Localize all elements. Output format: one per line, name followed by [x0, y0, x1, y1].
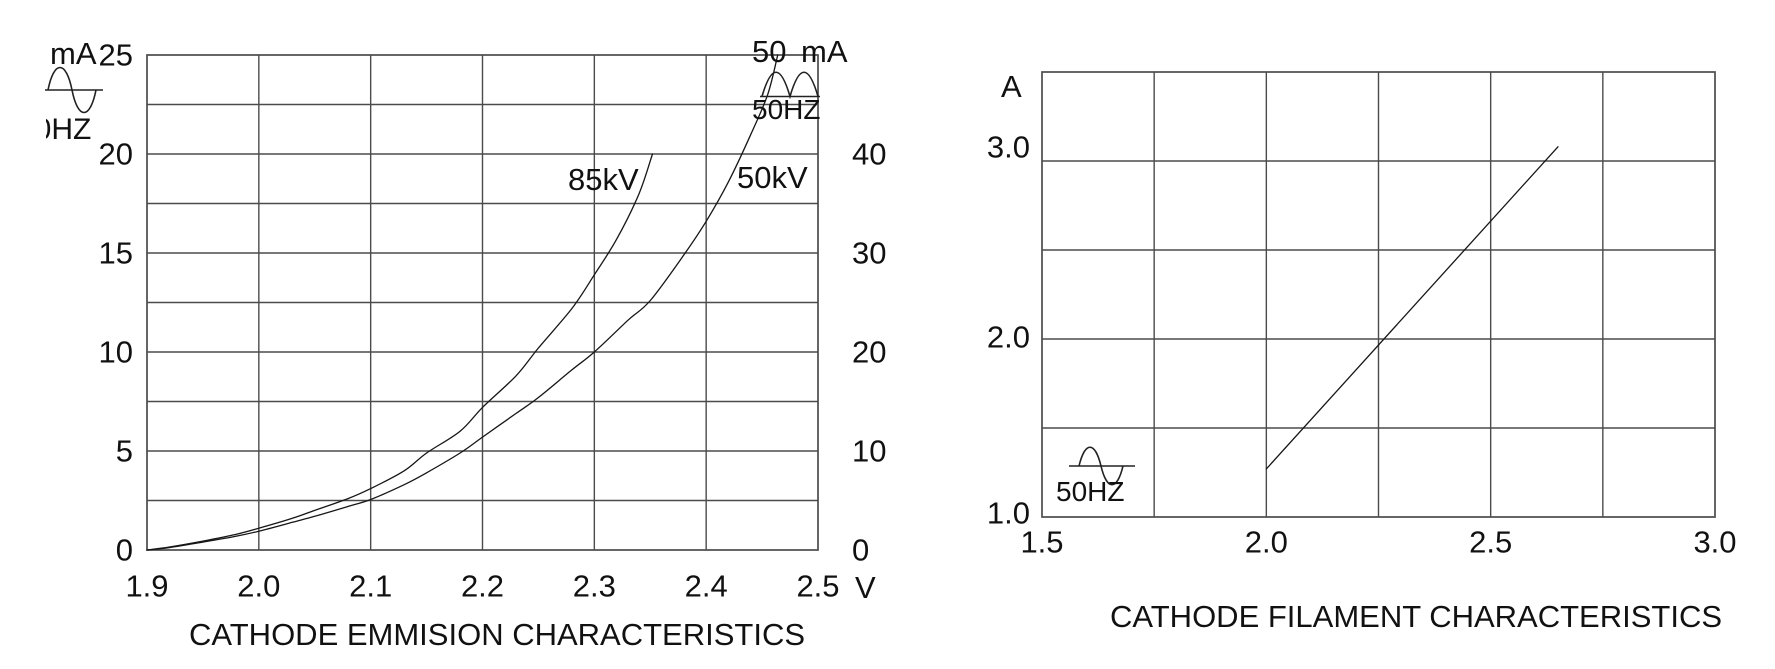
- emission-yleft-tick-25: 25: [98, 37, 133, 73]
- emission-plot-area: [146, 54, 819, 551]
- filament-y-tick-3.0: 3.0: [986, 129, 1030, 165]
- sine-wave-icon: [45, 66, 103, 114]
- curve-label-50kV: 50kV: [737, 160, 808, 195]
- emission-x-tick-2.1: 2.1: [349, 568, 393, 604]
- emission-yleft-tick-10: 10: [98, 334, 133, 370]
- emission-yright-tick-20: 20: [852, 334, 887, 370]
- filament-x-tick-3.0: 3.0: [1693, 524, 1737, 560]
- emission-left-waveform-label: 50HZ: [46, 115, 92, 145]
- filament-y-axis-unit: A: [1001, 69, 1022, 104]
- filament-x-tick-1.5: 1.5: [1020, 524, 1064, 560]
- filament-plot-area: [1041, 71, 1716, 518]
- emission-x-tick-2.0: 2.0: [237, 568, 281, 604]
- filament-x-tick-2.0: 2.0: [1244, 524, 1288, 560]
- emission-right-waveform-label: 50HZ: [752, 94, 821, 125]
- emission-right-axis-unit: mA: [801, 34, 848, 69]
- emission-yright-tick-30: 30: [852, 235, 887, 271]
- filament-chart-title: CATHODE FILAMENT CHARACTERISTICS: [1109, 599, 1723, 634]
- sine-wave-icon: [1069, 446, 1135, 486]
- curve-85kV: [146, 153, 654, 551]
- filament-y-tick-1.0: 1.0: [986, 495, 1030, 531]
- emission-chart-title: CATHODE EMMISION CHARACTERISTICS: [188, 617, 806, 652]
- emission-x-tick-2.4: 2.4: [684, 568, 728, 604]
- emission-yleft-tick-0: 0: [115, 532, 133, 568]
- curve-50kV: [146, 54, 779, 551]
- emission-left-axis-unit: mA: [50, 36, 97, 71]
- emission-x-axis-unit: V: [855, 570, 876, 605]
- emission-yleft-tick-5: 5: [115, 433, 133, 469]
- full-wave-rectified-icon: [760, 71, 820, 100]
- curve-label-85kV: 85kV: [568, 162, 639, 197]
- filament-y-tick-2.0: 2.0: [986, 319, 1030, 355]
- emission-x-tick-2.3: 2.3: [572, 568, 616, 604]
- emission-x-tick-2.2: 2.2: [460, 568, 505, 604]
- filament-x-tick-2.5: 2.5: [1469, 524, 1513, 560]
- emission-right-axis-max-value: 50: [752, 34, 787, 69]
- filament-waveform-label: 50HZ: [1056, 476, 1125, 507]
- emission-x-tick-2.5: 2.5: [796, 568, 840, 604]
- emission-x-tick-1.9: 1.9: [125, 568, 169, 604]
- curve-filament-current: [1265, 146, 1559, 470]
- emission-yleft-tick-15: 15: [98, 235, 133, 271]
- emission-yleft-tick-20: 20: [98, 136, 133, 172]
- emission-yright-tick-40: 40: [852, 136, 887, 172]
- emission-yright-tick-0: 0: [852, 532, 870, 568]
- emission-yright-tick-10: 10: [852, 433, 887, 469]
